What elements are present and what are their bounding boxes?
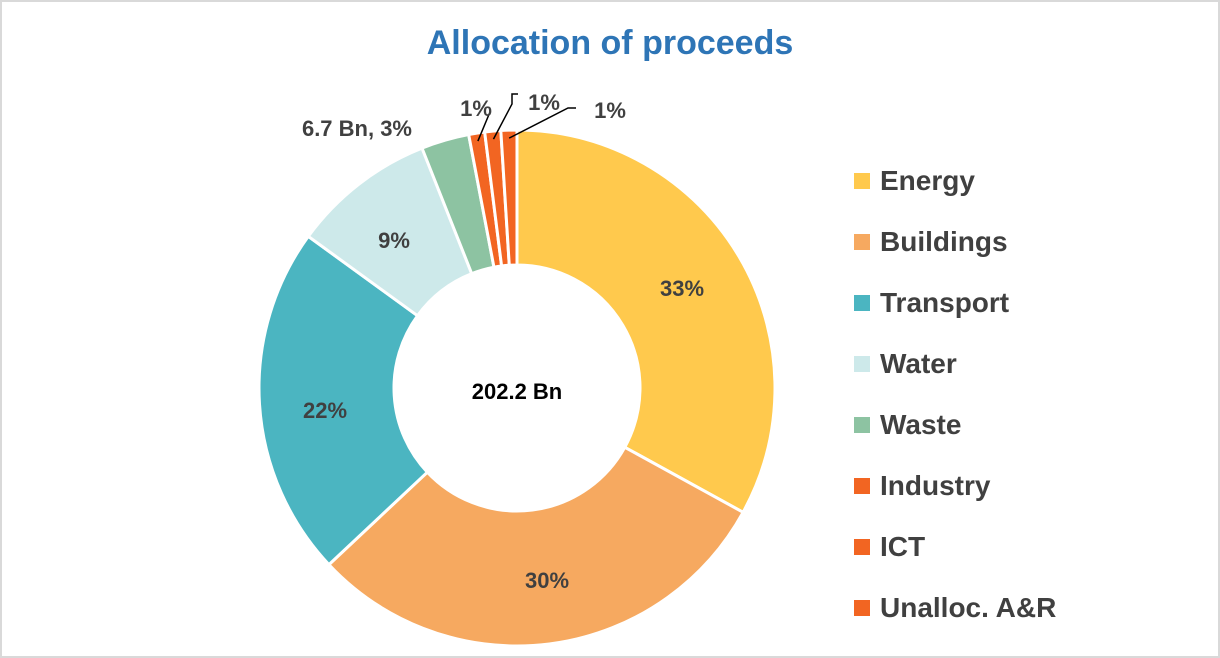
leader-line-unalloc-a-r bbox=[508, 107, 576, 139]
legend-label: Energy bbox=[880, 164, 975, 196]
slice-buildings bbox=[326, 445, 746, 648]
legend-item-buildings: Buildings bbox=[854, 211, 1056, 272]
legend-swatch bbox=[854, 538, 870, 555]
slice-transport bbox=[257, 234, 430, 567]
legend-item-ict: ICT bbox=[854, 516, 1056, 577]
legend: Energy Buildings Transport Water Waste Indust… bbox=[854, 150, 1056, 638]
slice-labels: 33% 30% 22% 9% 6.7 Bn, 3% 1% 1% 1% bbox=[302, 90, 704, 593]
center-total-label: 202.2 Bn bbox=[472, 379, 563, 404]
legend-item-unalloc-a-r: Unalloc. A&R bbox=[854, 577, 1056, 638]
slice-label-transport: 22% bbox=[303, 398, 347, 423]
legend-label: Industry bbox=[880, 469, 991, 501]
legend-swatch bbox=[854, 233, 870, 250]
legend-swatch bbox=[854, 172, 870, 189]
legend-item-waste: Waste bbox=[854, 394, 1056, 455]
legend-label: Water bbox=[880, 347, 957, 379]
legend-label: Unalloc. A&R bbox=[880, 591, 1057, 623]
legend-item-industry: Industry bbox=[854, 455, 1056, 516]
slice-label-industry: 1% bbox=[460, 96, 492, 121]
legend-item-energy: Energy bbox=[854, 150, 1056, 211]
leader-line-industry bbox=[477, 111, 491, 142]
leader-line-ict bbox=[492, 93, 518, 140]
slice-unalloc-a-r bbox=[499, 128, 519, 267]
slice-label-unalloc-a-r: 1% bbox=[594, 98, 626, 123]
legend-swatch bbox=[854, 416, 870, 433]
legend-item-transport: Transport bbox=[854, 272, 1056, 333]
legend-swatch bbox=[854, 477, 870, 494]
slice-label-waste: 6.7 Bn, 3% bbox=[302, 116, 412, 141]
slice-label-buildings: 30% bbox=[525, 568, 569, 593]
slice-energy bbox=[515, 128, 777, 515]
legend-swatch bbox=[854, 599, 870, 616]
slice-label-energy: 33% bbox=[660, 276, 704, 301]
legend-item-water: Water bbox=[854, 333, 1056, 394]
slice-label-water: 9% bbox=[378, 228, 410, 253]
legend-label: Buildings bbox=[880, 225, 1008, 257]
leader-lines bbox=[477, 93, 576, 142]
legend-label: Transport bbox=[880, 286, 1010, 318]
legend-label: ICT bbox=[880, 530, 926, 562]
legend-swatch bbox=[854, 355, 870, 372]
legend-swatch bbox=[854, 294, 870, 311]
chart-title: Allocation of proceeds bbox=[426, 24, 794, 62]
slices-group bbox=[257, 128, 777, 648]
slice-label-ict: 1% bbox=[528, 90, 560, 115]
legend-label: Waste bbox=[880, 408, 962, 440]
